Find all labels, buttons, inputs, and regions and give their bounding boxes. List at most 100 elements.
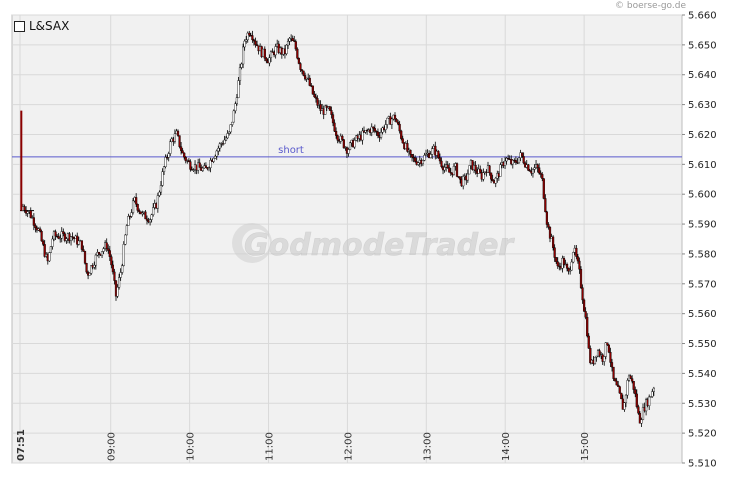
- candle: [302, 70, 305, 77]
- candle: [122, 241, 125, 267]
- candle: [545, 210, 548, 229]
- candle: [296, 47, 299, 60]
- candle: [121, 263, 124, 275]
- candle: [224, 135, 228, 142]
- legend-label: L&SAX: [29, 19, 70, 33]
- y-tick-label: 5.650: [688, 40, 717, 51]
- candle: [57, 232, 60, 240]
- x-tick-label: 14:00: [501, 432, 512, 461]
- candle: [333, 119, 336, 132]
- candle: [135, 193, 138, 207]
- candle: [328, 105, 331, 111]
- candle: [166, 154, 169, 161]
- candle: [589, 345, 592, 365]
- candle: [401, 135, 404, 144]
- x-tick-label: 13:00: [422, 432, 433, 461]
- candle: [116, 284, 119, 299]
- y-tick-label: 5.610: [688, 160, 717, 171]
- candle: [238, 63, 242, 86]
- candle: [161, 168, 164, 187]
- candle: [584, 307, 587, 320]
- candle: [29, 207, 32, 219]
- candle: [379, 128, 383, 140]
- candle: [567, 267, 570, 275]
- candle: [308, 75, 311, 87]
- candle: [384, 120, 387, 134]
- candle: [71, 232, 74, 241]
- candle: [614, 377, 617, 382]
- candle: [304, 72, 307, 81]
- candle: [226, 130, 229, 139]
- candle: [209, 157, 212, 173]
- candle: [490, 172, 493, 184]
- candle: [598, 348, 601, 358]
- candle: [400, 129, 403, 141]
- candle: [313, 91, 316, 98]
- candle: [331, 112, 335, 127]
- candle: [423, 152, 426, 162]
- candle: [541, 172, 544, 182]
- candle: [533, 164, 536, 173]
- candle: [167, 151, 170, 162]
- candle: [62, 228, 65, 237]
- copyright-text: © boerse-go.de: [615, 1, 686, 11]
- candle: [286, 38, 290, 49]
- candle: [316, 95, 319, 109]
- candle: [54, 229, 57, 241]
- candle: [251, 30, 254, 43]
- candle: [300, 69, 304, 75]
- candle: [265, 56, 268, 64]
- candle: [144, 210, 147, 220]
- candle: [459, 176, 462, 184]
- candle: [164, 154, 167, 169]
- candle: [243, 39, 246, 51]
- candle: [240, 62, 243, 70]
- candle: [93, 261, 96, 270]
- candle: [482, 168, 485, 182]
- candle: [179, 142, 183, 155]
- x-tick-label: 09:00: [107, 432, 118, 461]
- y-tick-label: 5.570: [688, 279, 717, 290]
- candle: [593, 356, 597, 365]
- candle: [183, 152, 186, 160]
- candle: [652, 386, 655, 396]
- candle: [579, 266, 583, 289]
- candle: [393, 112, 397, 122]
- candle: [536, 163, 539, 173]
- candle: [42, 239, 45, 247]
- candle: [234, 101, 237, 114]
- candle: [409, 149, 412, 158]
- candle: [285, 44, 288, 56]
- candle: [640, 417, 643, 428]
- x-tick-label: 07:51: [16, 429, 27, 461]
- candle: [373, 124, 376, 134]
- candle: [424, 149, 428, 156]
- candle: [576, 253, 579, 264]
- y-tick-label: 5.540: [688, 369, 717, 380]
- candle: [217, 145, 220, 156]
- candle: [648, 394, 651, 411]
- short-level-label: short: [278, 145, 304, 156]
- candle: [330, 106, 333, 119]
- candle: [223, 135, 226, 145]
- candle: [348, 141, 352, 151]
- candle: [192, 168, 195, 173]
- candle: [635, 389, 638, 409]
- candle: [131, 198, 135, 215]
- candle: [626, 378, 629, 399]
- candle: [212, 157, 215, 164]
- candle: [575, 245, 578, 260]
- y-tick-label: 5.550: [688, 339, 717, 350]
- candle: [314, 93, 318, 103]
- candle: [241, 43, 245, 69]
- candle: [609, 347, 612, 368]
- candle: [245, 35, 248, 44]
- candle: [548, 226, 552, 243]
- candle: [488, 164, 491, 176]
- candle: [361, 127, 364, 145]
- candle: [48, 251, 51, 263]
- candle: [455, 162, 459, 178]
- candle: [113, 268, 116, 285]
- candle: [85, 262, 88, 274]
- candle: [462, 174, 465, 190]
